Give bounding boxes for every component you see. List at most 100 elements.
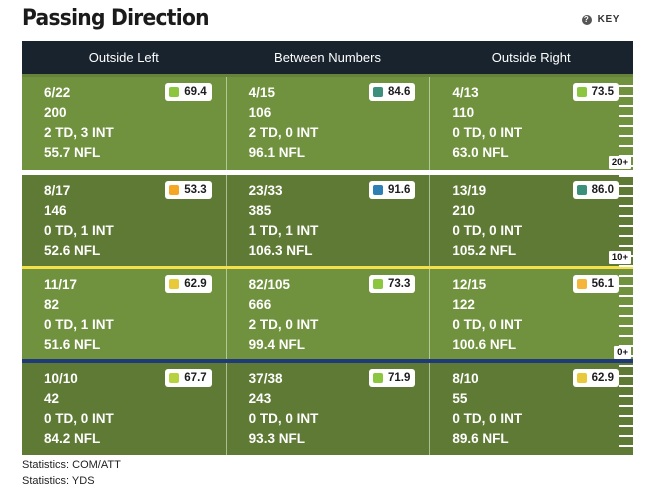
- zone-row-behind-los: 10/10 42 0 TD, 0 INT 84.2 NFL 67.7 37/38 243 0 …: [22, 363, 633, 455]
- direction-cell[interactable]: 37/38 243 0 TD, 0 INT 93.3 NFL 71.9: [225, 363, 430, 455]
- stat-yds: 106: [248, 105, 272, 120]
- stat-yds: 110: [452, 105, 475, 120]
- stat-com-att: 8/17: [44, 183, 71, 198]
- cell-stats: 82/105 666 2 TD, 0 INT 99.4 NFL: [249, 275, 319, 355]
- stat-yds: 146: [44, 203, 67, 218]
- direction-cell[interactable]: 8/10 55 0 TD, 0 INT 89.6 NFL 62.9: [429, 363, 633, 455]
- stat-nfl-rating: 52.6 NFL: [44, 243, 101, 258]
- cell-stats: 4/13 110 0 TD, 0 INT 63.0 NFL: [452, 83, 522, 163]
- stat-com-att: 6/22: [44, 85, 71, 100]
- cell-stats: 12/15 122 0 TD, 0 INT 100.6 NFL: [452, 275, 522, 355]
- zone-label-0: 0+: [614, 346, 631, 359]
- stat-yds: 200: [44, 105, 67, 120]
- stat-td-int: 2 TD, 0 INT: [248, 125, 319, 140]
- direction-cell[interactable]: 8/17 146 0 TD, 1 INT 52.6 NFL 53.3: [22, 175, 226, 266]
- grade-value: 71.9: [387, 372, 411, 384]
- grade-badge: 84.6: [368, 83, 416, 101]
- stat-nfl-rating: 55.7 NFL: [44, 145, 101, 160]
- footnote-com-att: Statistics: COM/ATT: [22, 459, 121, 471]
- key-label: KEY: [597, 14, 620, 25]
- grade-badge: 62.9: [165, 275, 212, 293]
- question-icon: ?: [581, 14, 592, 25]
- grade-badge: 53.3: [165, 181, 212, 199]
- grade-value: 53.3: [184, 184, 207, 196]
- stat-com-att: 4/15: [248, 85, 275, 100]
- direction-cell[interactable]: 4/15 106 2 TD, 0 INT 96.1 NFL 84.6: [225, 77, 430, 170]
- stat-com-att: 12/15: [452, 277, 487, 292]
- cell-stats: 11/17 82 0 TD, 1 INT 51.6 NFL: [44, 275, 114, 355]
- direction-cell[interactable]: 13/19 210 0 TD, 0 INT 105.2 NFL 86.0: [429, 175, 633, 266]
- stat-td-int: 0 TD, 0 INT: [452, 125, 523, 140]
- grade-swatch: [576, 87, 587, 97]
- direction-cell[interactable]: 23/33 385 1 TD, 1 INT 106.3 NFL 91.6: [225, 175, 430, 266]
- grade-value: 86.0: [591, 184, 615, 196]
- column-between-numbers: Between Numbers: [274, 50, 381, 65]
- cell-stats: 4/15 106 2 TD, 0 INT 96.1 NFL: [249, 83, 319, 163]
- grade-value: 62.9: [184, 278, 207, 290]
- grade-value: 67.7: [184, 372, 207, 384]
- stat-td-int: 0 TD, 0 INT: [44, 411, 114, 426]
- line-of-scrimmage: [22, 359, 633, 363]
- zone-row-0-plus: 11/17 82 0 TD, 1 INT 51.6 NFL 62.9 82/105 666 2…: [22, 269, 633, 359]
- key-button[interactable]: ? KEY: [581, 14, 620, 25]
- stat-nfl-rating: 51.6 NFL: [44, 337, 101, 352]
- stat-yds: 385: [248, 203, 272, 218]
- direction-cell[interactable]: 6/22 200 2 TD, 3 INT 55.7 NFL 69.4: [22, 77, 226, 170]
- grade-swatch: [169, 185, 180, 195]
- footnote-yds: Statistics: YDS: [22, 475, 95, 487]
- grade-badge: 73.5: [572, 83, 620, 101]
- stat-nfl-rating: 84.2 NFL: [44, 431, 101, 446]
- grade-swatch: [576, 373, 587, 383]
- stat-com-att: 13/19: [452, 183, 487, 198]
- stat-td-int: 0 TD, 1 INT: [44, 317, 114, 332]
- zone-row-20-plus: 6/22 200 2 TD, 3 INT 55.7 NFL 69.4 4/15 106 2 T…: [22, 77, 633, 170]
- grade-badge: 86.0: [572, 181, 620, 199]
- stat-yds: 243: [248, 391, 272, 406]
- stat-yds: 666: [248, 297, 272, 312]
- stat-com-att: 8/10: [452, 371, 479, 386]
- column-outside-right: Outside Right: [491, 50, 571, 65]
- cell-stats: 6/22 200 2 TD, 3 INT 55.7 NFL: [44, 83, 114, 163]
- grade-value: 69.4: [184, 86, 207, 98]
- stat-nfl-rating: 96.1 NFL: [248, 145, 305, 160]
- stat-td-int: 1 TD, 1 INT: [248, 223, 319, 238]
- stat-td-int: 0 TD, 1 INT: [44, 223, 114, 238]
- page-title: Passing Direction: [22, 6, 210, 31]
- direction-cell[interactable]: 82/105 666 2 TD, 0 INT 99.4 NFL 73.3: [225, 269, 430, 359]
- stat-yds: 210: [452, 203, 475, 218]
- zone-row-10-plus: 8/17 146 0 TD, 1 INT 52.6 NFL 53.3 23/33 385 1 …: [22, 175, 633, 266]
- stat-nfl-rating: 106.3 NFL: [248, 243, 313, 258]
- grade-value: 91.6: [387, 184, 411, 196]
- grade-swatch: [576, 279, 587, 289]
- stat-nfl-rating: 93.3 NFL: [248, 431, 305, 446]
- stat-yds: 55: [452, 391, 468, 406]
- stat-nfl-rating: 89.6 NFL: [452, 431, 509, 446]
- stat-td-int: 0 TD, 0 INT: [452, 317, 523, 332]
- first-down-line: [22, 266, 633, 269]
- stat-td-int: 0 TD, 0 INT: [452, 411, 523, 426]
- stat-yds: 122: [452, 297, 475, 312]
- direction-cell[interactable]: 10/10 42 0 TD, 0 INT 84.2 NFL 67.7: [22, 363, 226, 455]
- stat-com-att: 23/33: [248, 183, 283, 198]
- grade-value: 73.5: [591, 86, 615, 98]
- grade-value: 73.3: [387, 278, 411, 290]
- stat-td-int: 2 TD, 0 INT: [248, 317, 319, 332]
- grade-swatch: [169, 373, 180, 383]
- grade-value: 84.6: [387, 86, 411, 98]
- direction-cell[interactable]: 4/13 110 0 TD, 0 INT 63.0 NFL 73.5: [429, 77, 633, 170]
- grade-swatch: [372, 87, 383, 97]
- cell-stats: 8/10 55 0 TD, 0 INT 89.6 NFL: [452, 369, 522, 449]
- stat-com-att: 10/10: [44, 371, 78, 386]
- stat-yds: 82: [44, 297, 60, 312]
- grade-badge: 91.6: [368, 181, 416, 199]
- zone-label-10: 10+: [608, 251, 631, 264]
- stat-com-att: 37/38: [248, 371, 283, 386]
- stat-nfl-rating: 100.6 NFL: [452, 337, 517, 352]
- cell-stats: 23/33 385 1 TD, 1 INT 106.3 NFL: [249, 181, 319, 261]
- direction-cell[interactable]: 12/15 122 0 TD, 0 INT 100.6 NFL 56.1: [429, 269, 633, 359]
- grade-badge: 73.3: [368, 275, 416, 293]
- stat-nfl-rating: 105.2 NFL: [452, 243, 517, 258]
- grade-badge: 56.1: [572, 275, 620, 293]
- zone-label-20: 20+: [608, 156, 631, 169]
- direction-cell[interactable]: 11/17 82 0 TD, 1 INT 51.6 NFL 62.9: [22, 269, 226, 359]
